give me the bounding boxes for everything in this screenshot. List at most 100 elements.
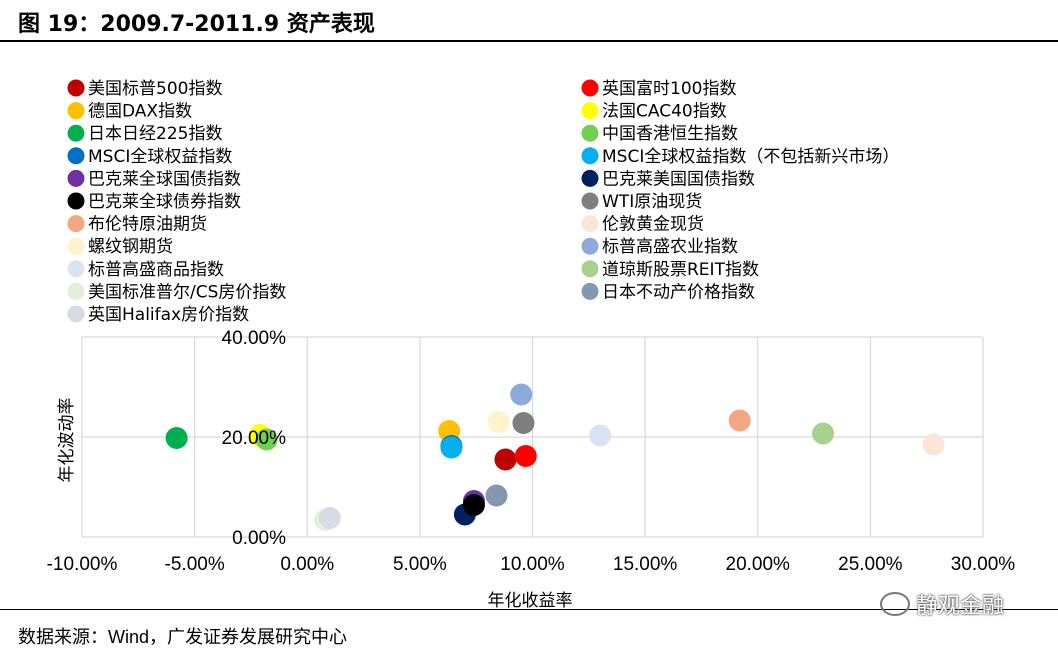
legend-entry: 伦敦黄金现货 (581, 215, 704, 235)
y-axis-label: 年化波动率 (57, 398, 77, 483)
source-note: 数据来源：Wind，广发证券发展研究中心 (18, 623, 347, 649)
x-axis-label: 年化收益率 (488, 591, 573, 611)
watermark: 静观金融 (880, 588, 1004, 620)
data-point (494, 448, 517, 471)
legend-label: 标普高盛农业指数 (602, 237, 738, 257)
legend-marker (67, 147, 85, 165)
data-point (514, 445, 537, 467)
source-wind: Wind (108, 627, 150, 647)
x-tick-label: 20.00% (726, 554, 791, 575)
legend-label: 巴克莱全球国债指数 (88, 169, 241, 189)
source-rest: ，广发证券发展研究中心 (149, 627, 348, 648)
data-point (318, 507, 341, 529)
legend-label: 布伦特原油期货 (88, 215, 207, 235)
data-point (510, 383, 533, 406)
x-tick-label: 15.00% (613, 554, 678, 575)
data-point (512, 412, 535, 434)
x-tick-label: 30.00% (951, 554, 1016, 575)
legend-entry: 英国富时100指数 (581, 79, 736, 99)
legend-label: 德国DAX指数 (88, 102, 192, 122)
data-point (728, 409, 751, 432)
x-tick-label: -5.00% (165, 554, 225, 575)
legend-entry: 道琼斯股票REIT指数 (581, 260, 759, 280)
legend-entry: 中国香港恒生指数 (581, 124, 738, 144)
legend-label: 美国标准普尔/CS房价指数 (88, 282, 286, 302)
legend-label: 巴克莱美国国债指数 (602, 169, 755, 189)
legend-label: 道琼斯股票REIT指数 (602, 260, 759, 280)
data-point (440, 436, 463, 459)
legend-label: MSCI全球权益指数 (88, 147, 232, 167)
legend-entry: 法国CAC40指数 (581, 102, 727, 122)
legend-marker (581, 147, 599, 165)
legend-entry: 巴克莱全球国债指数 (67, 169, 241, 189)
legend-entry: 巴克莱全球债券指数 (67, 192, 241, 212)
legend-entry: 巴克莱美国国债指数 (581, 169, 755, 189)
legend-entry: MSCI全球权益指数 (67, 147, 232, 167)
legend-label: 中国香港恒生指数 (602, 124, 738, 144)
data-point (812, 422, 835, 445)
legend-entry: 英国Halifax房价指数 (67, 305, 249, 325)
data-point (589, 424, 612, 447)
legend-marker (67, 215, 85, 233)
legend-marker (581, 260, 599, 278)
x-tick-label: 5.00% (393, 554, 447, 575)
legend-entry: 美国标普500指数 (67, 79, 222, 99)
legend-label: 英国Halifax房价指数 (88, 305, 249, 325)
legend-entry: MSCI全球权益指数（不包括新兴市场） (581, 147, 899, 167)
legend-label: 日本日经225指数 (88, 124, 222, 144)
figure-title: 图 19：2009.7-2011.9 资产表现 (18, 12, 375, 37)
data-point (165, 427, 188, 449)
legend-marker (67, 260, 85, 278)
legend-entry: 标普高盛农业指数 (581, 237, 738, 257)
legend-marker (581, 169, 599, 187)
data-point (487, 411, 510, 433)
legend-label: 伦敦黄金现货 (602, 215, 704, 235)
legend-entry: 德国DAX指数 (67, 102, 192, 122)
watermark-text: 静观金融 (916, 594, 1005, 619)
legend-entry: 美国标准普尔/CS房价指数 (67, 282, 286, 302)
legend-label: 巴克莱全球债券指数 (88, 192, 241, 212)
legend-marker (581, 282, 599, 300)
legend-marker (581, 192, 599, 210)
legend-marker (581, 215, 599, 233)
x-tick-label: 0.00% (280, 554, 334, 575)
legend-marker (67, 282, 85, 300)
data-point (485, 484, 508, 507)
legend-entry: 日本不动产价格指数 (581, 282, 755, 302)
source-rule (0, 609, 1058, 610)
legend-marker (67, 79, 85, 97)
x-tick-label: 25.00% (838, 554, 903, 575)
legend-entry: 标普高盛商品指数 (67, 260, 224, 280)
legend-marker (581, 124, 599, 142)
x-tick-label: 10.00% (500, 554, 565, 575)
legend-label: 日本不动产价格指数 (602, 282, 755, 302)
legend-marker (581, 79, 599, 97)
legend-entry: WTI原油现货 (581, 192, 702, 212)
legend-marker (67, 124, 85, 142)
wechat-icon (880, 592, 910, 616)
plot-area: 0.00% 20.00% 40.00% -10.00% -5.00% 0.00% 5.00%… (47, 328, 1016, 575)
y-tick-label: 0.00% (232, 528, 286, 549)
legend-label: 英国富时100指数 (602, 79, 736, 99)
source-label: 数据来源： (18, 627, 108, 648)
legend-entry: 日本日经225指数 (67, 124, 222, 144)
legend-label: 标普高盛商品指数 (88, 260, 224, 280)
x-tick-label: -10.00% (47, 554, 118, 575)
legend-label: 法国CAC40指数 (602, 102, 727, 122)
legend-marker (581, 102, 599, 120)
y-tick-label: 20.00% (222, 428, 287, 449)
legend-marker (67, 237, 85, 255)
legend-marker (67, 192, 85, 210)
data-point (922, 433, 945, 456)
legend-entry: 布伦特原油期货 (67, 215, 207, 235)
title-rule (0, 40, 1058, 42)
legend-entry: 螺纹钢期货 (67, 237, 173, 257)
legend-label: WTI原油现货 (602, 192, 702, 212)
legend-marker (581, 237, 599, 255)
y-tick-label: 40.00% (222, 328, 287, 349)
legend-label: MSCI全球权益指数（不包括新兴市场） (602, 147, 899, 167)
legend-marker (67, 102, 85, 120)
legend-label: 美国标普500指数 (88, 79, 222, 99)
